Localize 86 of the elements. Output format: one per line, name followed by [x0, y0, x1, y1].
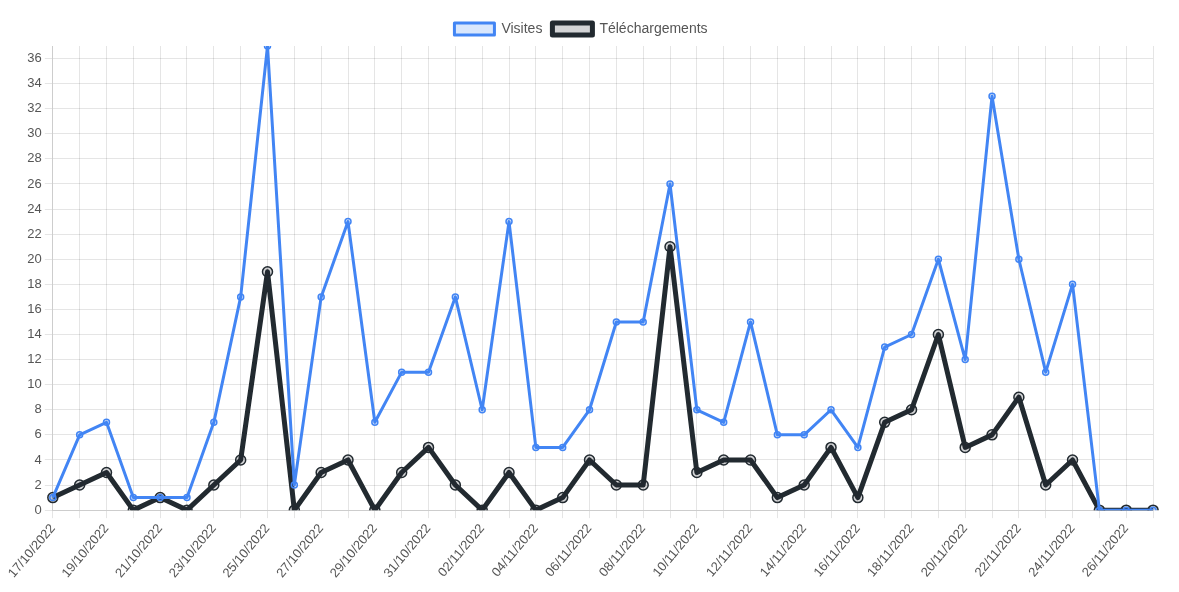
point	[798, 479, 810, 491]
point	[959, 441, 971, 454]
y-tick-label: 0	[34, 501, 42, 517]
point	[75, 431, 84, 439]
legend-label: Téléchargements	[599, 19, 708, 36]
point	[317, 293, 325, 301]
point	[395, 466, 408, 479]
point	[344, 217, 352, 226]
point	[558, 443, 567, 452]
y-tick-label: 12	[27, 351, 42, 367]
y-tick-label: 24	[27, 200, 42, 216]
point	[800, 431, 808, 439]
y-tick-label: 36	[27, 50, 42, 66]
point	[315, 466, 327, 479]
y-tick-label: 22	[27, 225, 42, 241]
point	[424, 368, 433, 376]
y-tick-label: 32	[27, 100, 42, 116]
point	[719, 418, 728, 427]
point	[397, 368, 406, 376]
point	[261, 266, 274, 278]
point	[532, 443, 540, 452]
point	[210, 418, 218, 427]
point	[827, 406, 835, 414]
point	[505, 217, 513, 226]
point	[934, 255, 943, 263]
y-tick-label: 34	[27, 75, 42, 91]
y-tick-label: 4	[34, 451, 42, 467]
y-tick-label: 6	[34, 426, 42, 442]
point	[102, 418, 111, 427]
point	[556, 491, 569, 504]
point	[236, 293, 245, 301]
y-tick-label: 16	[27, 301, 42, 316]
point	[234, 454, 247, 466]
point	[585, 406, 594, 414]
point	[961, 355, 969, 364]
point	[100, 466, 113, 479]
point	[880, 343, 889, 351]
point	[451, 293, 460, 301]
legend-label: Visites	[501, 19, 543, 36]
point	[744, 454, 757, 466]
point	[1015, 255, 1023, 263]
point	[773, 431, 782, 439]
point	[478, 406, 486, 414]
point	[825, 441, 837, 454]
y-tick-label: 30	[27, 125, 42, 141]
point	[371, 418, 379, 427]
point	[666, 180, 674, 188]
point	[746, 318, 755, 326]
point	[208, 479, 220, 491]
point	[342, 454, 354, 466]
y-tick-label: 14	[27, 326, 42, 342]
y-tick-label: 8	[34, 401, 42, 417]
point	[639, 318, 647, 326]
point	[1013, 391, 1025, 403]
point	[290, 481, 299, 489]
point	[691, 466, 703, 479]
y-tick-label: 26	[27, 175, 42, 191]
point	[988, 92, 996, 100]
y-tick-label: 28	[27, 150, 42, 166]
point	[637, 479, 649, 491]
y-tick-label: 20	[27, 250, 42, 266]
y-tick-label: 18	[27, 275, 42, 291]
point	[664, 240, 676, 253]
point	[129, 493, 138, 502]
point	[503, 466, 515, 479]
point	[610, 479, 623, 491]
point	[693, 406, 701, 414]
point	[583, 454, 596, 466]
y-tick-label: 2	[34, 476, 42, 492]
point	[422, 441, 435, 454]
point	[905, 404, 918, 416]
point	[1066, 454, 1079, 466]
point	[1041, 368, 1050, 376]
y-tick-label: 10	[27, 376, 42, 392]
point	[986, 429, 998, 441]
point	[771, 491, 784, 504]
point	[854, 443, 862, 452]
point	[907, 330, 916, 339]
point	[73, 479, 86, 491]
point	[717, 454, 730, 466]
point	[1039, 479, 1052, 491]
point	[878, 416, 891, 429]
point	[183, 493, 191, 502]
point	[612, 318, 621, 326]
point	[1068, 280, 1077, 289]
point	[449, 479, 462, 491]
